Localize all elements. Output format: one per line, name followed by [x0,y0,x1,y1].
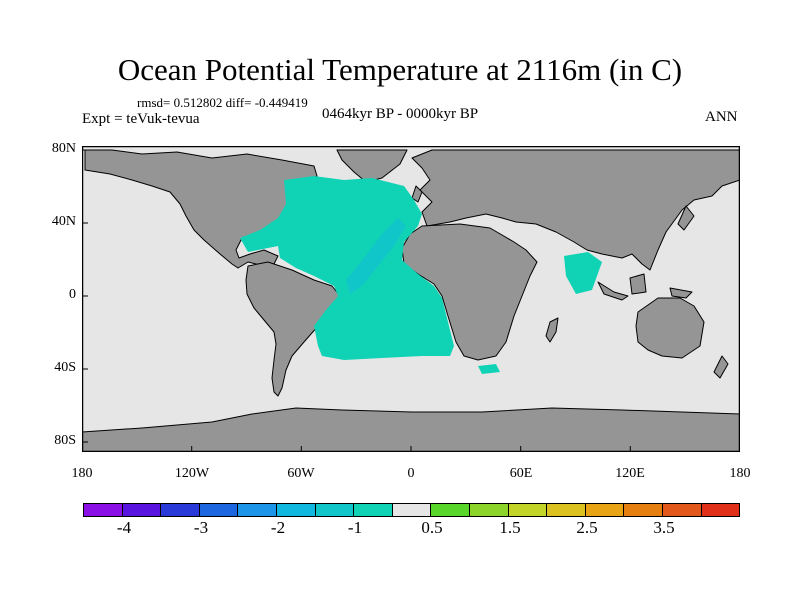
x-tick-label: 120E [615,466,645,481]
land-sumatra-java [597,281,629,301]
x-tick-label: 60E [509,466,533,481]
colorbar-box [507,503,548,517]
land-layer [82,149,740,452]
colorbar-box [546,503,586,517]
colorbar-box [700,503,741,517]
colorbar-label: 3.5 [653,518,675,537]
map-title: Ocean Potential Temperature at 2116m (in… [117,52,683,87]
colorbar-box [121,503,162,517]
land-north-america [84,149,318,269]
y-tick-label: 0 [69,287,76,302]
colorbar-label: 2.5 [576,518,598,537]
land-uk [411,185,423,203]
land-eurasia [411,149,740,271]
x-tick-label: 0 [407,466,415,481]
anomaly-layer [240,176,602,374]
x-tick-label: 180 [729,466,751,481]
atlantic-deep-anomaly [346,218,406,294]
colorbar-label: -1 [347,518,363,537]
colorbar-box [198,503,239,517]
colorbar-label: -2 [270,518,286,537]
colorbar-label: 0.5 [421,518,443,537]
land-new-zealand [713,355,729,379]
colorbar-box [623,503,663,517]
colorbar-box [391,503,432,517]
land-borneo [629,273,647,295]
map-plot [82,146,740,452]
land-australia [635,297,705,359]
colorbar-box [661,503,702,517]
x-tick-label: 180 [71,466,93,481]
southern-ocean-anomaly [478,364,500,374]
colorbar-label: -4 [116,518,132,537]
experiment-label: Expt = teVuk-tevua [82,111,200,127]
x-tick-label: 60W [287,466,315,481]
colorbar-label: -3 [193,518,209,537]
y-tick-label: 40S [54,360,76,375]
colorbar-box [468,503,509,517]
colorbar-box [314,503,355,517]
colorbar-box [430,503,470,517]
land-antarctica [82,407,740,452]
colorbar-box [160,503,200,517]
land-new-guinea [669,287,693,299]
colorbar [83,503,741,517]
colorbar-box [83,503,123,517]
y-tick-label: 80N [51,141,76,156]
colorbar-box [237,503,277,517]
land-south-america [245,261,341,397]
x-tick-label: 120W [174,466,210,481]
tick-marks [82,149,631,452]
season-label: ANN [705,109,738,125]
colorbar-box [275,503,316,517]
land-japan [677,205,695,231]
stats-text: rmsd= 0.512802 diff= -0.449419 [137,95,308,110]
colorbar-box [353,503,393,517]
indian-ocean-anomaly [564,252,602,294]
period-label: 0464kyr BP - 0000kyr BP [322,106,479,122]
land-madagascar [545,317,559,343]
colorbar-label: 1.5 [499,518,521,537]
colorbar-box [584,503,625,517]
y-tick-label: 40N [51,214,76,229]
y-tick-label: 80S [54,433,76,448]
